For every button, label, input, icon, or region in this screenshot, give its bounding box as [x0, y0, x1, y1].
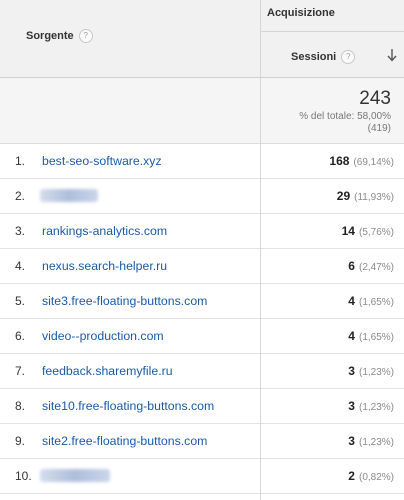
- row-index: 7.: [15, 364, 26, 378]
- row-index: 9.: [15, 434, 26, 448]
- source-link[interactable]: rankings-analytics.com: [42, 224, 168, 238]
- acquisition-group-header: Acquisizione: [261, 0, 404, 32]
- table-row: 8. site10.free-floating-buttons.com 3 (1,…: [0, 389, 404, 424]
- source-link[interactable]: nexus.search-helper.ru: [42, 259, 168, 273]
- sessions-value: 3 (1,23%): [348, 434, 394, 448]
- table-row: 4. nexus.search-helper.ru 6 (2,47%): [0, 249, 404, 284]
- total-sessions: 243: [359, 88, 391, 109]
- sessions-value: 3 (1,23%): [348, 399, 394, 413]
- sessions-value: 168 (69,14%): [329, 154, 394, 168]
- sessions-value: 6 (2,47%): [348, 259, 394, 273]
- table-row: 7. feedback.sharemyfile.ru 3 (1,23%): [0, 354, 404, 389]
- table-row: 3. rankings-analytics.com 14 (5,76%): [0, 214, 404, 249]
- totals-row: 243 % del totale: 58,00% (419): [0, 78, 404, 144]
- help-icon[interactable]: ?: [341, 50, 356, 64]
- table-row: 10. 2 (0,82%): [0, 459, 404, 494]
- table-row: 2. 29 (11,93%): [0, 179, 404, 214]
- source-column-label: Sorgente: [26, 29, 74, 42]
- row-index: 1.: [15, 154, 26, 168]
- table-row: 5. site3.free-floating-buttons.com 4 (1,6…: [0, 284, 404, 319]
- table-row: 1. best-seo-software.xyz 168 (69,14%): [0, 144, 404, 179]
- sessions-value: 4 (1,65%): [348, 294, 394, 308]
- source-link[interactable]: site2.free-floating-buttons.com: [42, 434, 208, 448]
- source-link[interactable]: best-seo-software.xyz: [42, 154, 162, 168]
- source-link[interactable]: video--production.com: [42, 329, 164, 343]
- table-header: Sorgente? Acquisizione Sessioni?: [0, 0, 404, 78]
- row-index: 3.: [15, 224, 26, 238]
- table-row: 9. site2.free-floating-buttons.com 3 (1,2…: [0, 424, 404, 459]
- row-index: 2.: [15, 189, 26, 203]
- help-icon[interactable]: ?: [78, 29, 93, 43]
- row-index: 8.: [15, 399, 26, 413]
- sessions-value: 14 (5,76%): [341, 224, 394, 238]
- total-percentage: % del totale: 58,00%: [299, 111, 391, 122]
- acquisition-label: Acquisizione: [267, 7, 335, 19]
- row-index: 10.: [15, 469, 32, 483]
- sessions-column-label: Sessioni: [291, 50, 337, 63]
- site-total: (419): [367, 123, 391, 134]
- column-divider: [260, 0, 261, 500]
- table-row: 6. video--production.com 4 (1,65%): [0, 319, 404, 354]
- sessions-value: 29 (11,93%): [336, 189, 394, 203]
- row-index: 6.: [15, 329, 26, 343]
- sessions-value: 2 (0,82%): [348, 469, 394, 483]
- redacted-source[interactable]: [40, 469, 110, 482]
- source-link[interactable]: site3.free-floating-buttons.com: [42, 294, 208, 308]
- redacted-source[interactable]: [40, 189, 98, 202]
- sessions-value: 3 (1,23%): [348, 364, 394, 378]
- row-index: 5.: [15, 294, 26, 308]
- source-link[interactable]: feedback.sharemyfile.ru: [42, 364, 173, 378]
- row-index: 4.: [15, 259, 26, 273]
- sessions-value: 4 (1,65%): [348, 329, 394, 343]
- table-body: 1. best-seo-software.xyz 168 (69,14%) 2. …: [0, 144, 404, 494]
- sessions-column-header[interactable]: Sessioni?: [261, 32, 404, 77]
- source-column-header[interactable]: Sorgente?: [0, 0, 260, 77]
- arrow-down-icon[interactable]: [386, 47, 398, 63]
- source-link[interactable]: site10.free-floating-buttons.com: [42, 399, 215, 413]
